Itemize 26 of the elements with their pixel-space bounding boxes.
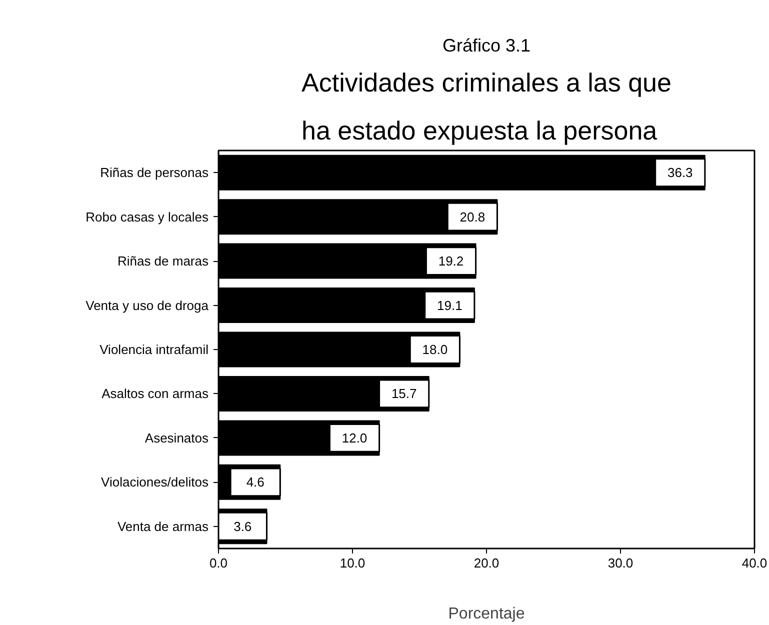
y-tick-label: Asaltos con armas [102, 386, 209, 402]
x-tick-label: 40.0 [742, 556, 768, 570]
data-label: 19.1 [437, 298, 462, 313]
data-label: 3.6 [234, 518, 252, 534]
x-tick-label: 20.0 [474, 556, 500, 570]
y-tick-label: Asesinatos [144, 430, 209, 446]
data-label: 12.0 [342, 430, 368, 446]
y-tick-label: Venta y uso de droga [86, 298, 210, 313]
data-label: 20.8 [460, 209, 486, 224]
y-tick-label: Violencia intrafamil [100, 342, 209, 357]
data-label: 36.3 [667, 165, 693, 180]
y-tick-label: Robo casas y locales [86, 209, 209, 224]
x-tick-label: 0.0 [209, 556, 228, 570]
data-label: 19.2 [438, 254, 464, 269]
y-tick-label: Riñas de personas [100, 165, 209, 180]
y-tick-label: Riñas de maras [117, 254, 209, 269]
y-tick-label: Violaciones/delitos [101, 474, 209, 490]
y-tick-label: Venta de armas [117, 518, 209, 534]
x-tick-label: 10.0 [340, 556, 366, 570]
chart-title: Actividades criminales a las que ha estado expuesta la persona [302, 68, 672, 146]
x-tick-label: 30.0 [608, 556, 634, 570]
data-label: 18.0 [422, 342, 448, 357]
text: Gráfico 3.1 [442, 36, 531, 56]
x-axis-title: Porcentaje [448, 606, 525, 622]
data-label: 4.6 [246, 474, 264, 490]
data-label: 15.7 [391, 386, 417, 402]
